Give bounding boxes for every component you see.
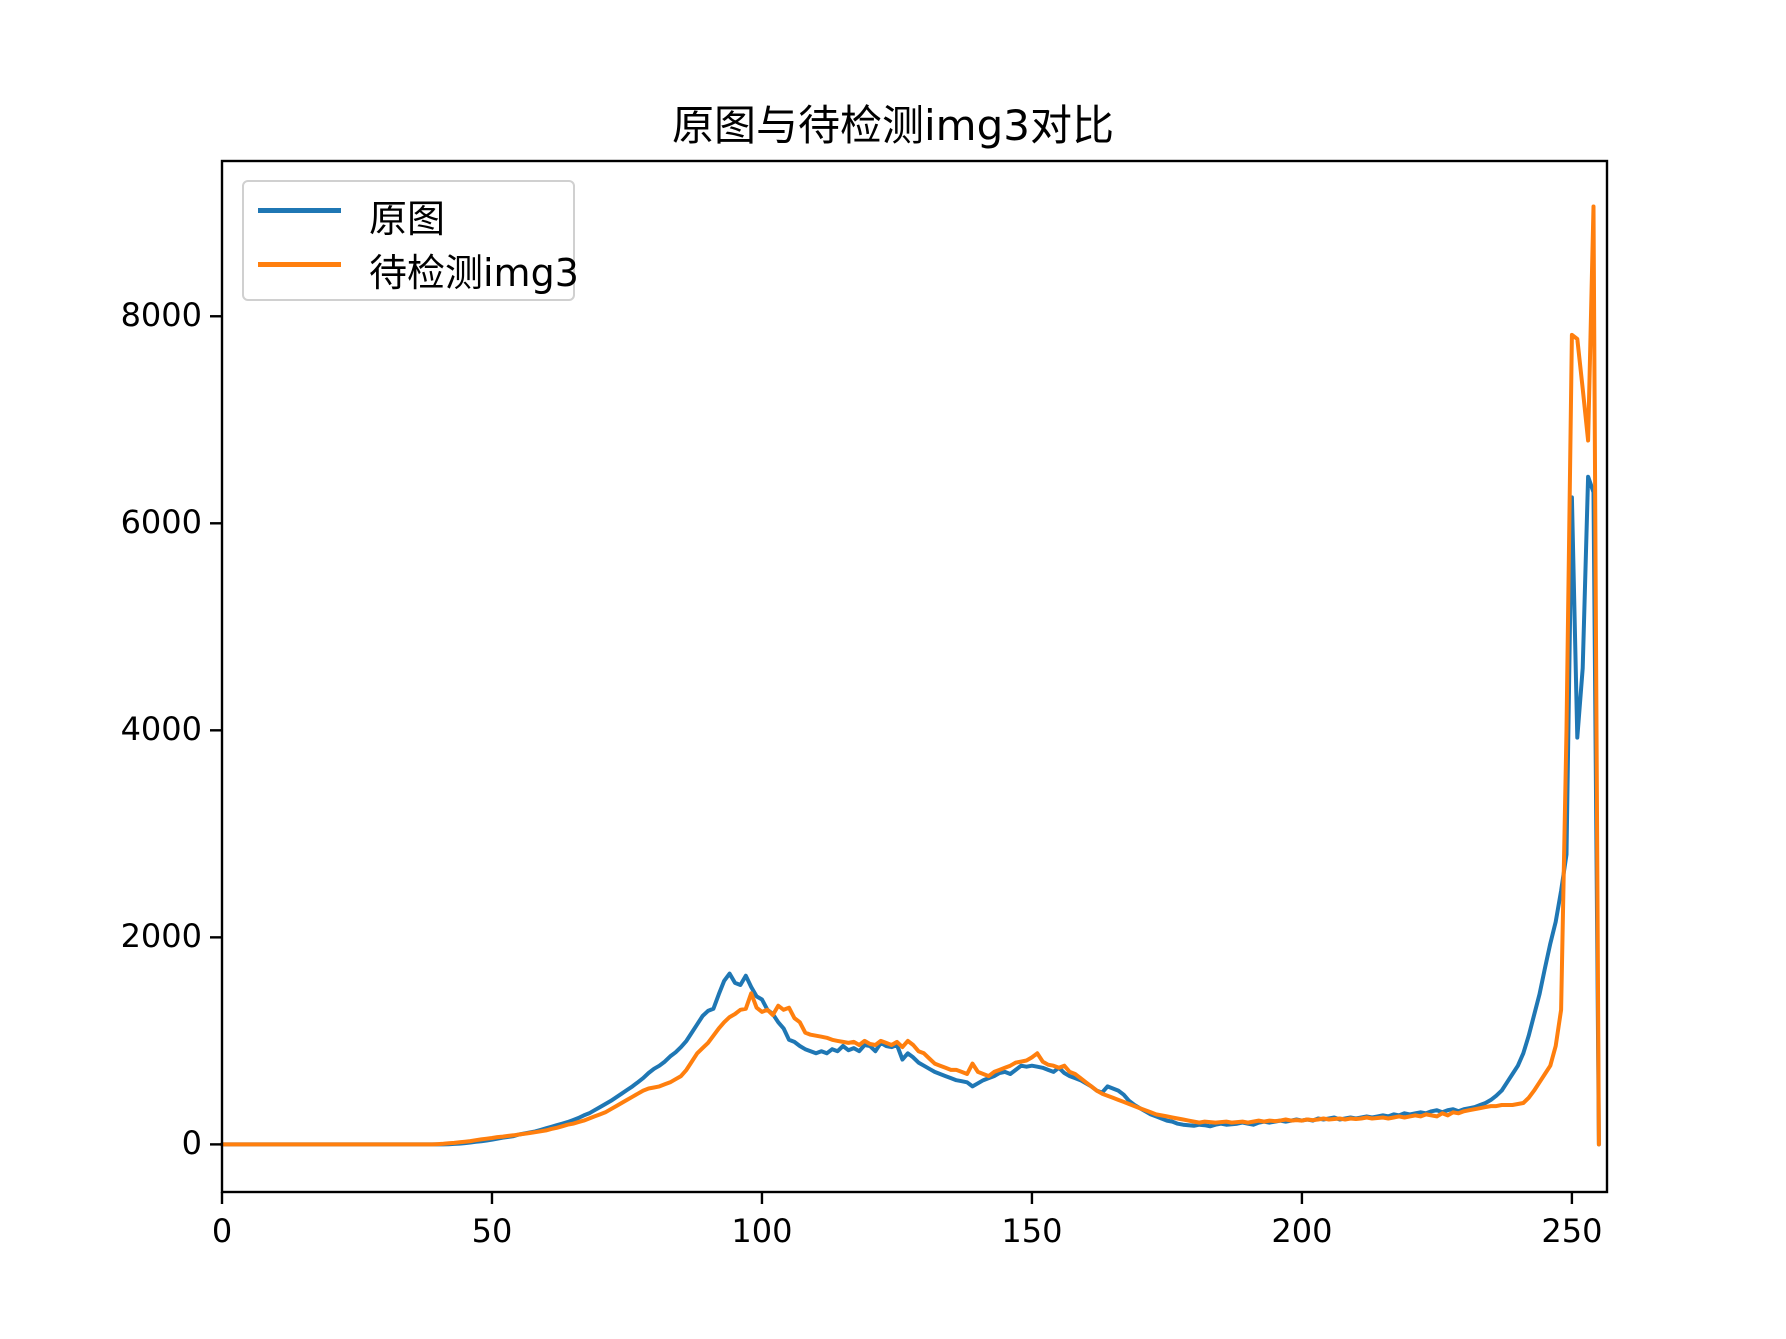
legend-label-original: 原图 — [369, 197, 446, 241]
x-tick-label: 100 — [731, 1212, 793, 1250]
legend-swatch-original — [258, 208, 341, 213]
x-tick-label: 0 — [211, 1212, 233, 1250]
legend-item-original: 原图 — [244, 186, 573, 241]
legend: 原图 待检测img3 — [242, 180, 579, 301]
y-tick-label: 2000 — [120, 917, 202, 956]
legend-swatch-img3 — [258, 262, 341, 267]
ticks-layer — [210, 315, 1574, 1204]
legend-item-img3: 待检测img3 — [244, 240, 579, 295]
x-tick-label: 250 — [1541, 1212, 1603, 1250]
y-tick-label: 0 — [181, 1124, 202, 1163]
y-tick-label: 6000 — [120, 503, 202, 542]
x-tick-label: 150 — [1001, 1212, 1063, 1250]
x-tick-label: 200 — [1271, 1212, 1333, 1250]
legend-label-img3: 待检测img3 — [369, 251, 579, 295]
chart-title: 原图与待检测img3对比 — [672, 101, 1114, 150]
y-tick-label: 8000 — [120, 296, 202, 335]
x-tick-label: 50 — [471, 1212, 513, 1250]
series-line-img3 — [220, 204, 1601, 1147]
series-layer — [220, 204, 1601, 1147]
y-tick-label: 4000 — [120, 710, 202, 749]
axes-frame — [220, 159, 1609, 1194]
